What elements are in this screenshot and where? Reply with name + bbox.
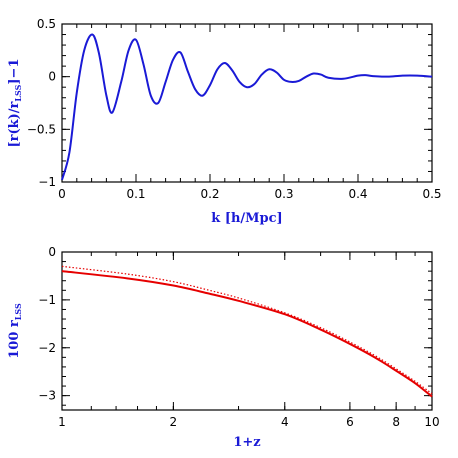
bottom-y-tick-label: −1 (38, 293, 56, 307)
top-y-tick-label: 0.5 (37, 17, 56, 31)
bottom-x-tick-label: 1 (58, 415, 66, 429)
bottom-y-tick-label: 0 (48, 245, 56, 259)
bottom-x-tick-label: 10 (424, 415, 439, 429)
top-y-axis-label: [r(k)/rLSS]−1 (7, 58, 23, 147)
bottom-ticks: 1 2 4 6 8 10 0 −1 −2 −3 (38, 245, 439, 429)
bottom-x-tick-label: 8 (392, 415, 400, 429)
bottom-y-label-prefix: 100 r (7, 320, 22, 359)
top-x-tick-label: 0.1 (126, 187, 145, 201)
top-y-tick-label: 0 (48, 70, 56, 84)
top-x-tick-label: 0.2 (200, 187, 219, 201)
top-panel: 0 0.1 0.2 0.3 0.4 0.5 −1 −0.5 0 0.5 k [h/Mpc] [r(… (7, 17, 442, 226)
bottom-y-tick-label: −3 (38, 389, 56, 403)
top-y-tick-label: −1 (38, 175, 56, 189)
bottom-series (61, 265, 433, 398)
top-plot-frame (61, 23, 433, 183)
bottom-panel: 1 2 4 6 8 10 0 −1 −2 −3 1+z 100 rLSS (7, 245, 440, 450)
bottom-series-line-solid (61, 270, 433, 398)
top-y-tick-label: −0.5 (27, 122, 56, 136)
bottom-y-tick-label: −2 (38, 341, 56, 355)
top-x-axis-label: k [h/Mpc] (211, 211, 282, 226)
bottom-x-tick-label: 4 (281, 415, 289, 429)
bottom-series-line-dotted (61, 265, 433, 395)
top-y-label-prefix: [r(k)/r (7, 101, 22, 147)
top-x-tick-label: 0.3 (274, 187, 293, 201)
top-y-label-sub: LSS (13, 84, 23, 101)
top-x-tick-label: 0.5 (422, 187, 441, 201)
top-series (61, 33, 433, 181)
bottom-y-label-sub: LSS (13, 303, 23, 320)
top-series-line-solid (61, 33, 433, 181)
bottom-y-axis-label: 100 rLSS (7, 303, 23, 359)
top-x-tick-label: 0.4 (348, 187, 367, 201)
top-x-tick-label: 0 (58, 187, 66, 201)
bottom-x-tick-label: 2 (170, 415, 178, 429)
bottom-x-axis-label: 1+z (233, 435, 260, 450)
bottom-x-tick-label: 6 (346, 415, 354, 429)
top-y-label-suffix: ]−1 (7, 58, 22, 84)
bottom-plot-frame (61, 251, 433, 411)
top-ticks: 0 0.1 0.2 0.3 0.4 0.5 −1 −0.5 0 0.5 (27, 17, 442, 201)
